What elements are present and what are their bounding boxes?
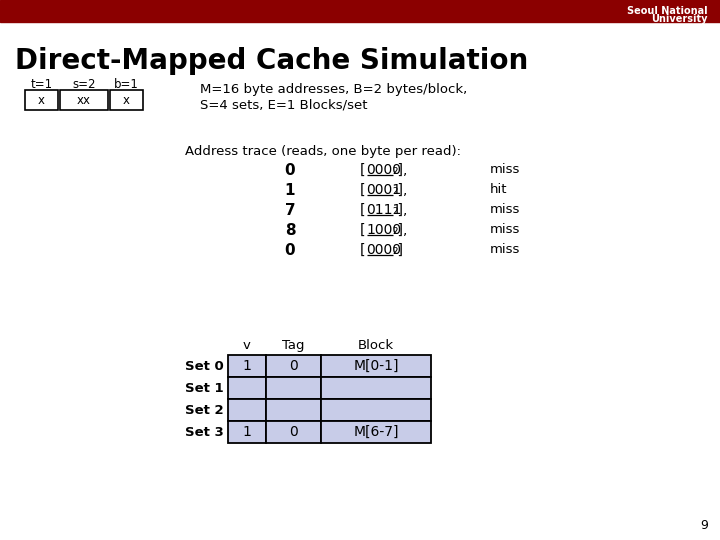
Bar (321, 355, 431, 377)
Text: t=1: t=1 (30, 78, 53, 91)
Text: [: [ (360, 183, 366, 197)
Bar (321, 421, 431, 443)
Bar (321, 377, 431, 399)
Bar (266, 377, 321, 399)
Text: 0000: 0000 (366, 163, 402, 177)
Text: 9: 9 (700, 519, 708, 532)
Text: Address trace (reads, one byte per read):: Address trace (reads, one byte per read)… (185, 145, 461, 158)
Text: miss: miss (490, 223, 521, 236)
Text: 0001: 0001 (366, 183, 402, 197)
Text: [: [ (360, 163, 366, 177)
Text: Direct-Mapped Cache Simulation: Direct-Mapped Cache Simulation (15, 47, 528, 75)
Text: M=16 byte addresses, B=2 bytes/block,: M=16 byte addresses, B=2 bytes/block, (200, 83, 467, 96)
Text: M[6-7]: M[6-7] (354, 425, 399, 439)
Text: 0: 0 (284, 243, 295, 258)
Text: b=1: b=1 (114, 78, 139, 91)
Bar (25, 90, 58, 110)
Text: 0000: 0000 (366, 243, 402, 257)
Text: xx: xx (77, 93, 91, 106)
Bar (228, 377, 266, 399)
Text: [: [ (360, 243, 366, 257)
Text: miss: miss (490, 243, 521, 256)
Text: 7: 7 (284, 203, 295, 218)
Text: 1: 1 (284, 183, 295, 198)
Text: miss: miss (490, 203, 521, 216)
Bar (0, 0, 720, 22)
Text: ₂],: ₂], (392, 163, 408, 177)
Text: 0: 0 (289, 359, 298, 373)
Bar (228, 355, 266, 377)
Text: x: x (38, 93, 45, 106)
Text: Block: Block (358, 339, 394, 352)
Text: University: University (652, 14, 708, 24)
Text: ₂],: ₂], (392, 223, 408, 237)
Text: 0: 0 (284, 163, 295, 178)
Text: ₂]: ₂] (392, 243, 403, 257)
Bar (228, 421, 266, 443)
Text: Tag: Tag (282, 339, 305, 352)
Text: 8: 8 (284, 223, 295, 238)
Text: S=4 sets, E=1 Blocks/set: S=4 sets, E=1 Blocks/set (200, 98, 367, 111)
Text: Set 1: Set 1 (185, 381, 224, 395)
Text: ₂],: ₂], (392, 203, 408, 217)
Text: x: x (123, 93, 130, 106)
Text: 0: 0 (289, 425, 298, 439)
Bar (321, 399, 431, 421)
Text: M[0-1]: M[0-1] (354, 359, 399, 373)
Bar (60, 90, 108, 110)
Text: [: [ (360, 223, 366, 237)
Bar (228, 399, 266, 421)
Text: 1: 1 (243, 425, 251, 439)
Text: Set 0: Set 0 (185, 360, 224, 373)
Bar (110, 90, 143, 110)
Text: Seoul National: Seoul National (627, 6, 708, 16)
Text: 0111: 0111 (366, 203, 402, 217)
Text: s=2: s=2 (72, 78, 96, 91)
Text: v: v (243, 339, 251, 352)
Text: Set 3: Set 3 (185, 426, 224, 438)
Text: Set 2: Set 2 (185, 403, 224, 416)
Text: ₂],: ₂], (392, 183, 408, 197)
Text: 1: 1 (243, 359, 251, 373)
Text: 1000: 1000 (366, 223, 402, 237)
Bar (266, 399, 321, 421)
Bar (266, 355, 321, 377)
Text: [: [ (360, 203, 366, 217)
Text: hit: hit (490, 183, 508, 196)
Bar (266, 421, 321, 443)
Text: miss: miss (490, 163, 521, 176)
